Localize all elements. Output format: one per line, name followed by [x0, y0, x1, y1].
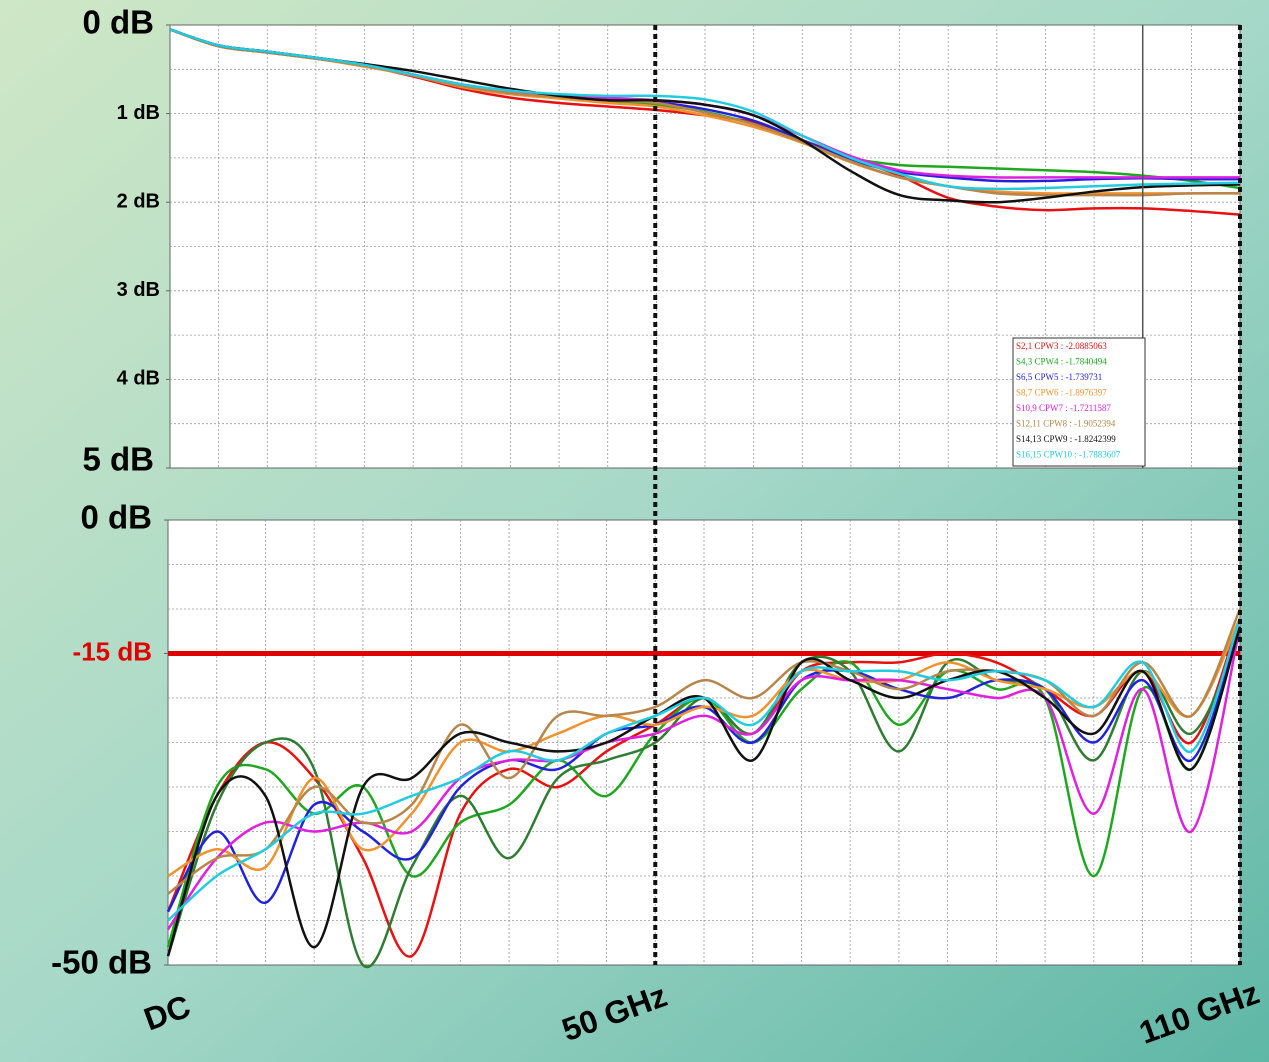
y-tick-label: 0 dB — [80, 499, 152, 536]
y-tick-label: 3 dB — [117, 279, 160, 301]
legend-entry: S10,9 CPW7 : -1.7211587 — [1016, 403, 1111, 413]
y-tick-label: 5 dB — [82, 441, 154, 478]
y-tick-label: -50 dB — [51, 944, 152, 981]
legend-entry: S2,1 CPW3 : -2.0885063 — [1016, 341, 1107, 351]
y-tick-label: 0 dB — [82, 4, 154, 41]
y-tick-label: 1 dB — [117, 102, 160, 124]
legend-entry: S8,7 CPW6 : -1.8976397 — [1016, 388, 1107, 398]
legend-entry: S4,3 CPW4 : -1.7840494 — [1016, 357, 1107, 367]
y-tick-label: -15 dB — [73, 636, 152, 666]
legend-entry: S14,13 CPW9 : -1.8242399 — [1016, 434, 1116, 444]
page: {"chart_data": [ {"type": "line", "xlim"… — [0, 0, 1269, 1062]
y-tick-label: 4 dB — [117, 368, 160, 390]
legend-entry: S16,15 CPW10 : -1.7883607 — [1016, 450, 1121, 460]
legend-entry: S12,11 CPW8 : -1.9052394 — [1016, 419, 1116, 429]
chart: 0 dB 1 dB 2 dB 3 dB 4 dB 5 dB S2,1 CPW3 : -2.0… — [0, 0, 1269, 1062]
y-tick-label: 2 dB — [117, 190, 160, 212]
legend-entry: S6,5 CPW5 : -1.739731 — [1016, 372, 1102, 382]
